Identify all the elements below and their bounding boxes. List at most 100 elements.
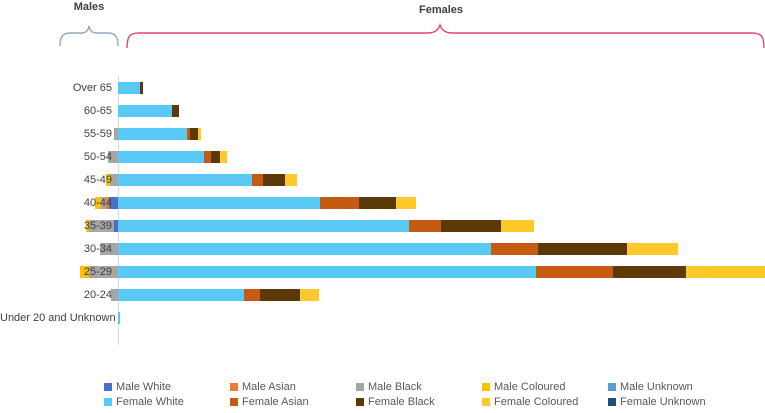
legend-label: Female Coloured [494,395,579,408]
category-label: 35-39 [83,220,112,232]
bar-segment-male_black [107,151,118,163]
legend-swatch-icon [482,382,490,391]
bar-segment-female_black [210,151,220,163]
bar-segment-female_black [139,82,143,94]
bar-segment-female_black [259,289,300,301]
legend-item-female_white: Female White [104,396,230,408]
category-label: 30-34 [83,243,112,255]
category-label: 45-49 [83,174,112,186]
legend-swatch-icon [356,382,364,391]
legend-label: Female White [116,395,184,408]
bar-segment-female_asian [490,243,538,255]
bar-segment-female_asian [319,197,359,209]
bar-segment-female_asian [251,174,263,186]
bar-segment-male_coloured [94,197,101,209]
category-label: 60-65 [83,105,112,117]
category-label: 20-24 [83,289,112,301]
legend-swatch-icon [482,397,490,406]
category-axis-line [117,75,119,345]
bar-segment-female_black [171,105,179,117]
bar-segment-female_coloured [500,220,534,232]
legend-label: Male Black [368,380,422,393]
bar-segment-female_asian [186,128,190,140]
bar-segment-male_coloured [79,266,89,278]
category-label: 55-59 [83,128,112,140]
legend-item-female_unknown: Female Unknown [608,396,734,408]
bar-segment-male_coloured [85,220,89,232]
bar-segment-female_coloured [626,243,678,255]
bar-segment-male_black [113,128,118,140]
females-group-label: Females [418,4,464,16]
bar-segment-female_asian [408,220,441,232]
bar-segment-male_white [113,220,118,232]
legend-item-female_asian: Female Asian [230,396,356,408]
legend-item-female_black: Female Black [356,396,482,408]
bar-segment-female_asian [243,289,260,301]
category-label: 40-44 [83,197,112,209]
bar-segment-female_black [612,266,686,278]
bar-segment-male_black [109,174,118,186]
bar-segment-female_white [117,312,120,324]
legend-label: Male Coloured [494,380,566,393]
males-brace-icon [59,25,119,47]
bar-segment-female_asian [535,266,613,278]
bar-segment-male_black [110,289,118,301]
legend-item-male_asian: Male Asian [230,381,356,393]
bar-segment-male_black [88,220,114,232]
bar-segment-female_white [117,105,172,117]
bar-segment-male_white [108,197,118,209]
bar-segment-female_white [117,266,536,278]
bar-segment-female_white [117,220,409,232]
legend-item-male_white: Male White [104,381,230,393]
bar-segment-female_coloured [395,197,416,209]
bar-segment-female_coloured [685,266,765,278]
bar-segment-female_coloured [299,289,319,301]
bar-segment-female_black [440,220,501,232]
legend-label: Female Asian [242,395,309,408]
braces-decoration [59,22,765,49]
bar-segment-female_white [117,197,320,209]
bar-segment-female_black [537,243,627,255]
category-label: Over 65 [72,82,112,94]
legend-swatch-icon [230,397,238,406]
legend-swatch-icon [104,382,112,391]
legend: Male White Male Asian Male Black Male Colou… [104,379,764,409]
bar-segment-female_white [117,151,204,163]
legend-swatch-icon [608,397,616,406]
bar-segment-male_black [88,266,118,278]
females-brace-icon [126,22,765,49]
bar-segment-female_coloured [284,174,297,186]
bar-segment-female_asian [203,151,211,163]
legend-label: Female Unknown [620,395,706,408]
bar-segment-female_white [117,82,140,94]
bar-segment-female_black [189,128,198,140]
bar-segment-female_white [117,174,252,186]
bar-segment-male_asian [105,197,109,209]
plot-area: Over 65 60-65 55-59 50-54 45-49 40-44 35-39 30-… [0,75,765,347]
legend-row: Male White Male Asian Male Black Male Colou… [104,379,764,394]
legend-item-male_coloured: Male Coloured [482,381,608,393]
legend-swatch-icon [356,397,364,406]
bar-segment-female_coloured [219,151,227,163]
males-group-label: Males [73,1,105,13]
bar-segment-male_black [99,243,118,255]
legend-label: Male Asian [242,380,296,393]
category-label: 50-54 [83,151,112,163]
bar-segment-female_white [117,128,187,140]
category-label: 25-29 [83,266,112,278]
legend-label: Female Black [368,395,435,408]
legend-label: Male Unknown [620,380,693,393]
bar-segment-male_coloured [105,174,110,186]
bar-segment-male_black [100,197,106,209]
bar-segment-female_white [117,289,244,301]
legend-swatch-icon [104,397,112,406]
legend-swatch-icon [230,382,238,391]
bar-segment-female_black [262,174,285,186]
bar-segment-female_white [117,243,491,255]
bar-segment-female_coloured [197,128,201,140]
legend-item-male_unknown: Male Unknown [608,381,734,393]
legend-row: Female White Female Asian Female Black Fema… [104,394,764,409]
legend-item-male_black: Male Black [356,381,482,393]
legend-swatch-icon [608,382,616,391]
